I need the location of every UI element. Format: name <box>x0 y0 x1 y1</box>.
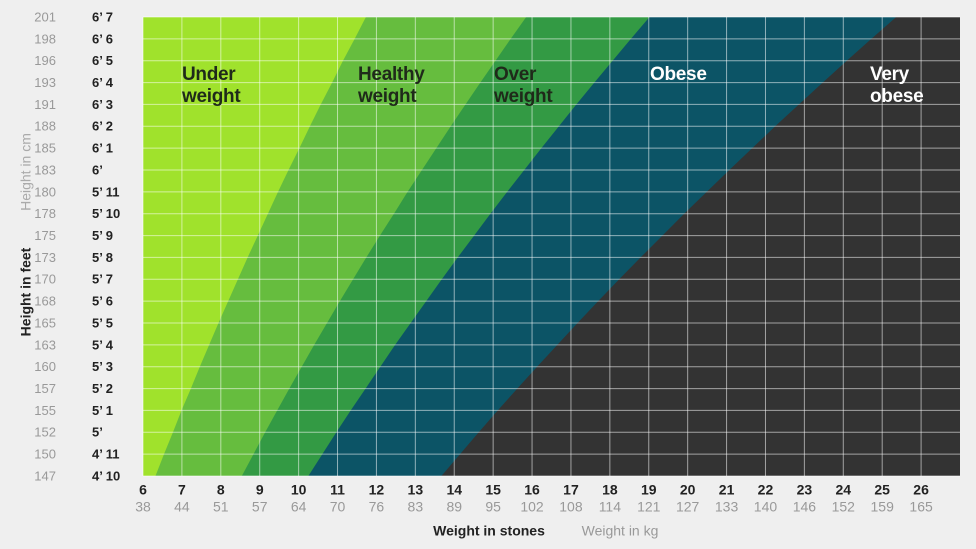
y-tick-label-cm: 175 <box>34 228 56 243</box>
y-tick-label-feet: 6’ 3 <box>92 97 113 112</box>
x-tick-label-kg: 146 <box>793 499 817 515</box>
y-tick-label-feet: 5’ 2 <box>92 381 113 396</box>
x-tick-label-kg: 64 <box>291 499 307 515</box>
x-tick-label: 14 <box>446 482 462 498</box>
y-tick-label-feet: 5’ 1 <box>92 403 113 418</box>
x-tick-label-kg: 89 <box>446 499 462 515</box>
x-tick-label-kg: 152 <box>832 499 856 515</box>
y-tick-label-cm: 147 <box>34 468 56 483</box>
x-tick-label: 18 <box>602 482 618 498</box>
y-tick-label-cm: 178 <box>34 206 56 221</box>
x-tick-label: 23 <box>797 482 813 498</box>
y-tick-label-cm: 196 <box>34 53 56 68</box>
x-tick-label-kg: 127 <box>676 499 700 515</box>
y-tick-label-cm: 165 <box>34 315 56 330</box>
y-tick-label-cm: 180 <box>34 184 56 199</box>
x-tick-label-kg: 140 <box>754 499 778 515</box>
y-tick-label-cm: 152 <box>34 425 56 440</box>
x-tick-label: 7 <box>178 482 186 498</box>
y-tick-label-cm: 188 <box>34 119 56 134</box>
x-tick-label: 11 <box>330 482 345 498</box>
x-tick-label: 13 <box>408 482 424 498</box>
x-tick-label-kg: 108 <box>559 499 583 515</box>
x-tick-label-kg: 133 <box>715 499 739 515</box>
x-tick-label: 12 <box>369 482 385 498</box>
y-tick-label-cm: 160 <box>34 359 56 374</box>
x-tick-label: 21 <box>719 482 735 498</box>
x-tick-label: 17 <box>563 482 579 498</box>
x-tick-label-kg: 159 <box>871 499 895 515</box>
x-tick-label-kg: 121 <box>637 499 661 515</box>
x-tick-label: 15 <box>485 482 501 498</box>
y-tick-label-feet: 5’ 9 <box>92 228 113 243</box>
y-tick-label-feet: 5’ 3 <box>92 359 113 374</box>
y-tick-label-feet: 5’ 7 <box>92 272 113 287</box>
x-tick-label: 20 <box>680 482 696 498</box>
x-tick-label-kg: 51 <box>213 499 229 515</box>
y-tick-label-feet: 6’ 2 <box>92 119 113 134</box>
y-tick-label-feet: 5’ <box>92 425 103 440</box>
x-tick-label-kg: 76 <box>369 499 385 515</box>
x-tick-label-kg: 57 <box>252 499 268 515</box>
y-tick-label-cm: 193 <box>34 75 56 90</box>
zone-label: Very obese <box>870 64 924 107</box>
zone-label: Obese <box>650 64 707 85</box>
y-tick-label-feet: 5’ 8 <box>92 250 113 265</box>
y-tick-label-cm: 150 <box>34 447 56 462</box>
x-tick-label: 10 <box>291 482 307 498</box>
x-tick-label: 6 <box>139 482 147 498</box>
x-tick-label-kg: 44 <box>174 499 190 515</box>
zone-label: Under weight <box>182 64 241 107</box>
y-tick-label-feet: 6’ 6 <box>92 31 113 46</box>
y-tick-label-feet: 4’ 10 <box>92 468 120 483</box>
x-axis-title: Weight in stones <box>433 523 545 539</box>
x-tick-label: 26 <box>913 482 929 498</box>
x-tick-label-kg: 38 <box>135 499 151 515</box>
y-tick-label-cm: 163 <box>34 337 56 352</box>
x-tick-label: 19 <box>641 482 657 498</box>
y-tick-label-feet: 4’ 11 <box>92 447 119 462</box>
y-axis-title: Height in feet <box>18 247 34 336</box>
y-tick-label-cm: 155 <box>34 403 56 418</box>
x-tick-label-kg: 83 <box>408 499 424 515</box>
y-tick-label-feet: 5’ 11 <box>92 184 119 199</box>
y-tick-label-cm: 157 <box>34 381 56 396</box>
y-tick-label-feet: 5’ 4 <box>92 337 114 352</box>
x-tick-label-kg: 114 <box>599 499 622 515</box>
y-tick-label-cm: 183 <box>34 162 56 177</box>
y-tick-label-feet: 5’ 6 <box>92 294 113 309</box>
axes: 6387448519571064117012761383148915951610… <box>34 9 933 514</box>
y-axis-title-secondary: Height in cm <box>18 133 34 211</box>
x-tick-label-kg: 165 <box>909 499 933 515</box>
x-tick-label: 8 <box>217 482 225 498</box>
y-tick-label-cm: 173 <box>34 250 56 265</box>
y-tick-label-cm: 185 <box>34 141 56 156</box>
x-tick-label-kg: 102 <box>520 499 544 515</box>
x-tick-label-kg: 70 <box>330 499 346 515</box>
x-axis-title-secondary: Weight in kg <box>582 523 659 539</box>
y-tick-label-feet: 5’ 5 <box>92 315 113 330</box>
y-tick-label-feet: 6’ 4 <box>92 75 114 90</box>
x-tick-label: 22 <box>758 482 774 498</box>
y-tick-label-feet: 6’ <box>92 162 103 177</box>
x-tick-label-kg: 95 <box>485 499 501 515</box>
y-tick-label-feet: 6’ 7 <box>92 9 113 24</box>
x-tick-label: 24 <box>835 482 851 498</box>
y-tick-label-feet: 5’ 10 <box>92 206 120 221</box>
x-tick-label: 25 <box>874 482 890 498</box>
zone-label: Over weight <box>494 64 553 107</box>
x-tick-label: 16 <box>524 482 540 498</box>
y-tick-label-cm: 168 <box>34 294 56 309</box>
y-tick-label-cm: 198 <box>34 31 56 46</box>
x-tick-label: 9 <box>256 482 264 498</box>
y-tick-label-cm: 191 <box>34 97 56 112</box>
zone-label: Healthy weight <box>358 64 425 107</box>
plot-area <box>142 16 961 477</box>
y-tick-label-cm: 201 <box>34 9 56 24</box>
y-tick-label-feet: 6’ 1 <box>92 141 113 156</box>
y-tick-label-cm: 170 <box>34 272 56 287</box>
y-tick-label-feet: 6’ 5 <box>92 53 113 68</box>
